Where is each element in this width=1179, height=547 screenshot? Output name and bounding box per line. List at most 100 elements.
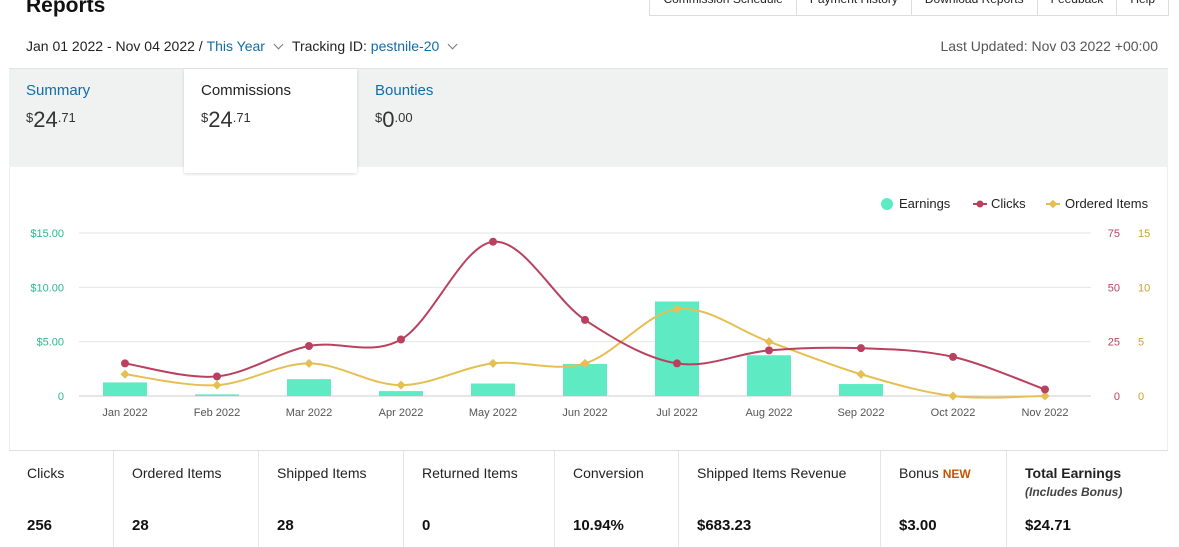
y-tick-right-items: 15 bbox=[1138, 228, 1150, 240]
y-tick-left: $10.00 bbox=[30, 282, 64, 294]
tab-download-reports[interactable]: Download Reports bbox=[911, 0, 1038, 16]
stat-value: $3.00 bbox=[899, 517, 937, 534]
ordered-items-point bbox=[120, 369, 130, 379]
y-tick-left: $15.00 bbox=[30, 228, 64, 240]
commissions-card-amount: $24.71 bbox=[201, 107, 251, 132]
x-tick-label: May 2022 bbox=[469, 407, 517, 419]
stat-ordered-items: Ordered Items 28 bbox=[114, 451, 259, 547]
earnings-bar bbox=[379, 391, 423, 396]
stat-label: Shipped Items Revenue bbox=[697, 465, 847, 481]
clicks-point bbox=[673, 359, 681, 368]
stat-value: 256 bbox=[27, 517, 53, 534]
ordered-items-point bbox=[396, 380, 406, 390]
earnings-chart: 0 0 0 $5.00 25 5 $10.00 50 10 $15.00 75 15 Jan 2022 F… bbox=[9, 167, 1168, 450]
stat-value: 28 bbox=[277, 517, 294, 534]
clicks-point bbox=[397, 335, 405, 344]
x-tick-label: Jun 2022 bbox=[562, 407, 607, 419]
clicks-line bbox=[124, 240, 1046, 391]
chart-svg: 0 0 0 $5.00 25 5 $10.00 50 10 $15.00 75 15 Jan 2022 F… bbox=[30, 196, 1150, 419]
commissions-card-label: Commissions bbox=[201, 82, 292, 99]
stat-shipped-items: Shipped Items 28 bbox=[259, 451, 404, 547]
stat-conversion: Conversion 10.94% bbox=[555, 451, 679, 547]
stat-shipped-items-revenue: Shipped Items Revenue $683.23 bbox=[679, 451, 881, 547]
x-tick-label: Aug 2022 bbox=[745, 407, 792, 419]
tracking-id-dropdown[interactable]: pestnile-20 bbox=[370, 38, 440, 54]
stat-value: $24.71 bbox=[1025, 517, 1071, 534]
y-tick-right-clicks: 75 bbox=[1108, 228, 1120, 240]
stat-sub-label: (Includes Bonus) bbox=[1025, 485, 1123, 499]
clicks-point bbox=[489, 237, 497, 246]
bounties-card[interactable]: Bounties $0.00 bbox=[357, 69, 527, 168]
ordered-items-point bbox=[304, 358, 314, 368]
ordered-items-point bbox=[948, 391, 958, 401]
stat-label: Ordered Items bbox=[132, 465, 222, 481]
clicks-point bbox=[857, 344, 865, 353]
clicks-point bbox=[1041, 385, 1049, 394]
chevron-down-icon[interactable] bbox=[273, 39, 284, 49]
commissions-card[interactable]: Commissions $24.71 bbox=[184, 69, 357, 173]
x-tick-label: Sep 2022 bbox=[837, 407, 884, 419]
filter-row: Jan 01 2022 - Nov 04 2022 / This Year Tr… bbox=[26, 38, 466, 54]
chevron-down-icon[interactable] bbox=[447, 39, 458, 49]
ordered-items-point bbox=[212, 380, 222, 390]
clicks-point bbox=[581, 315, 589, 324]
y-tick-right-clicks: 25 bbox=[1108, 337, 1120, 349]
stat-label: Total Earnings bbox=[1025, 465, 1122, 481]
tab-help[interactable]: Help bbox=[1117, 0, 1169, 16]
stat-bonus: Bonus NEW $3.00 bbox=[881, 451, 1007, 547]
legend-items-label: Ordered Items bbox=[1065, 196, 1149, 211]
x-tick-label: Oct 2022 bbox=[931, 407, 976, 419]
ordered-items-point bbox=[488, 358, 498, 368]
report-nav-tabs: Commission Schedule Payment History Down… bbox=[649, 0, 1169, 16]
y-tick-right-items: 0 bbox=[1138, 391, 1144, 403]
earnings-bar bbox=[471, 383, 515, 396]
x-tick-label: Mar 2022 bbox=[286, 407, 332, 419]
date-range-dropdown[interactable]: This Year bbox=[206, 38, 265, 54]
y-tick-left: 0 bbox=[58, 391, 64, 403]
y-tick-right-items: 10 bbox=[1138, 282, 1150, 294]
summary-cards: Summary $24.71 Commissions $24.71 Bounti… bbox=[9, 68, 1168, 173]
x-tick-label: Nov 2022 bbox=[1021, 407, 1068, 419]
stat-total-earnings: Total Earnings (Includes Bonus) $24.71 bbox=[1007, 451, 1168, 547]
earnings-bar bbox=[287, 379, 331, 396]
ordered-items-point bbox=[764, 337, 774, 347]
stat-label: Conversion bbox=[573, 465, 644, 481]
summary-card-label: Summary bbox=[26, 82, 91, 99]
y-tick-left: $5.00 bbox=[36, 337, 64, 349]
stat-value: $683.23 bbox=[697, 517, 752, 534]
stat-label: Clicks bbox=[27, 465, 65, 481]
new-badge: NEW bbox=[942, 467, 971, 481]
earnings-bar bbox=[839, 384, 883, 396]
stat-label: Shipped Items bbox=[277, 465, 367, 481]
clicks-point bbox=[121, 359, 129, 368]
tab-payment-history[interactable]: Payment History bbox=[796, 0, 912, 16]
legend-clicks-icon bbox=[976, 200, 984, 208]
legend-clicks-label: Clicks bbox=[991, 196, 1026, 211]
bounties-card-amount: $0.00 bbox=[375, 107, 413, 132]
earnings-bar bbox=[655, 301, 699, 396]
legend-items-icon bbox=[1048, 199, 1058, 209]
x-tick-label: Jan 2022 bbox=[102, 407, 147, 419]
stat-value: 28 bbox=[132, 517, 149, 534]
tab-commission-schedule[interactable]: Commission Schedule bbox=[649, 0, 797, 16]
page-title: Reports bbox=[26, 0, 106, 17]
x-tick-label: Apr 2022 bbox=[379, 407, 424, 419]
stat-label: Bonus NEW bbox=[899, 465, 971, 481]
legend-earnings-icon bbox=[881, 198, 893, 210]
date-range-text: Jan 01 2022 - Nov 04 2022 / bbox=[26, 38, 203, 54]
x-tick-label: Feb 2022 bbox=[194, 407, 240, 419]
stat-value: 10.94% bbox=[573, 517, 624, 534]
x-tick-label: Jul 2022 bbox=[656, 407, 698, 419]
summary-card[interactable]: Summary $24.71 bbox=[9, 69, 184, 168]
earnings-bar bbox=[747, 355, 791, 396]
clicks-point bbox=[949, 352, 957, 361]
stat-returned-items: Returned Items 0 bbox=[404, 451, 555, 547]
clicks-point bbox=[213, 372, 221, 381]
earnings-bar bbox=[563, 363, 607, 396]
y-tick-right-clicks: 50 bbox=[1108, 282, 1120, 294]
stats-bar: Clicks 256 Ordered Items 28 Shipped Item… bbox=[9, 450, 1168, 547]
y-tick-right-clicks: 0 bbox=[1114, 391, 1120, 403]
bounties-card-label: Bounties bbox=[375, 82, 434, 99]
tab-feedback[interactable]: Feedback bbox=[1037, 0, 1118, 16]
last-updated: Last Updated: Nov 03 2022 +00:00 bbox=[940, 38, 1158, 54]
